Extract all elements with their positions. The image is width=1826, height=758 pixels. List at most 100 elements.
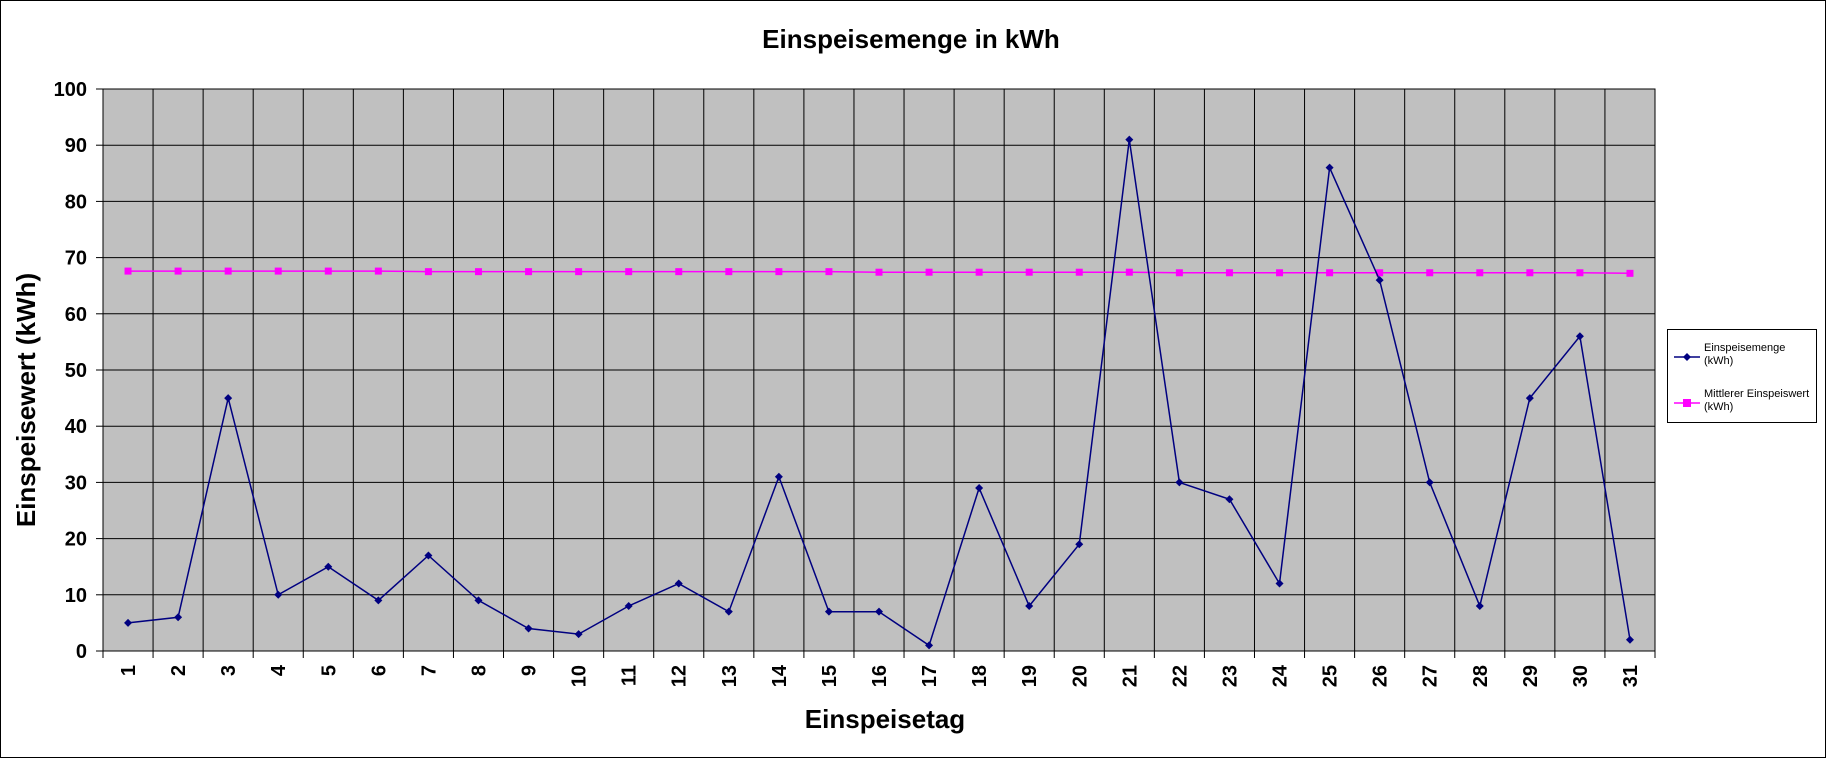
x-tick-label: 22	[1169, 665, 1191, 687]
data-point	[775, 268, 783, 276]
y-tick-label: 0	[76, 641, 87, 663]
y-tick-label: 40	[65, 416, 87, 438]
y-tick-label: 70	[65, 248, 87, 270]
data-point	[524, 624, 533, 633]
legend-item-einspeisemenge: Einspeisemenge (kWh)	[1672, 342, 1818, 374]
y-tick-label: 20	[65, 529, 87, 551]
x-tick-label: 2	[168, 665, 190, 676]
data-point	[324, 267, 332, 275]
data-point	[675, 268, 683, 276]
data-point	[374, 596, 383, 605]
x-tick-label: 15	[819, 665, 841, 687]
legend-swatch-diamond	[1674, 353, 1700, 361]
y-tick-label: 60	[65, 304, 87, 326]
data-point	[875, 607, 883, 616]
data-point	[1325, 163, 1334, 172]
x-tick-label: 6	[368, 665, 390, 676]
x-tick-label: 11	[619, 665, 641, 686]
data-point	[1075, 268, 1083, 276]
data-point	[624, 602, 633, 611]
y-tick-label: 50	[65, 360, 87, 382]
data-point	[274, 267, 282, 275]
x-tick-label: 21	[1119, 665, 1141, 687]
x-tick-label: 12	[669, 665, 691, 687]
x-tick-label: 14	[769, 664, 791, 687]
data-point	[925, 268, 933, 276]
x-tick-label: 8	[468, 665, 490, 676]
data-point	[1426, 269, 1434, 277]
x-tick-label: 17	[919, 665, 941, 687]
x-tick-label: 18	[969, 665, 991, 687]
x-tick-label: 31	[1620, 665, 1642, 687]
x-tick-label: 24	[1270, 664, 1292, 687]
data-point	[424, 268, 432, 276]
data-point	[174, 613, 183, 622]
data-point	[224, 394, 233, 403]
data-point	[725, 268, 733, 276]
data-point	[1625, 635, 1634, 644]
x-tick-label: 28	[1470, 665, 1492, 687]
x-tick-label: 1	[118, 665, 140, 676]
data-point	[224, 267, 232, 275]
data-point	[824, 607, 833, 616]
x-tick-label: 23	[1219, 665, 1241, 687]
data-point	[1375, 276, 1384, 285]
data-point	[925, 641, 934, 650]
data-point	[1475, 602, 1484, 611]
x-tick-label: 5	[318, 665, 340, 676]
data-point	[124, 618, 133, 627]
data-point	[1125, 268, 1133, 276]
x-tick-label: 26	[1370, 665, 1392, 687]
data-point	[474, 596, 483, 605]
x-tick-label: 16	[869, 665, 891, 687]
data-point	[324, 562, 333, 571]
data-point	[975, 484, 984, 493]
data-point	[1225, 269, 1233, 277]
x-tick-label: 19	[1019, 665, 1041, 687]
data-point	[1175, 269, 1183, 277]
data-point	[625, 268, 633, 276]
data-point	[1626, 269, 1634, 277]
data-point	[724, 607, 733, 616]
data-point	[875, 268, 883, 276]
data-point	[1326, 269, 1334, 277]
y-tick-label: 30	[65, 472, 87, 494]
data-point	[1025, 268, 1033, 276]
y-tick-label: 80	[65, 191, 87, 213]
data-point	[1525, 394, 1534, 403]
x-tick-label: 4	[268, 664, 290, 676]
x-tick-label: 7	[418, 665, 440, 676]
y-axis-title: Einspeisewert (kWh)	[11, 273, 41, 527]
data-point	[575, 268, 583, 276]
data-point	[1276, 269, 1284, 277]
x-axis-title: Einspeisetag	[805, 704, 965, 734]
y-tick-label: 90	[65, 135, 87, 157]
data-point	[774, 472, 783, 481]
data-point	[975, 268, 983, 276]
legend-label-einspeisemenge: Einspeisemenge (kWh)	[1704, 342, 1786, 367]
data-point	[174, 267, 182, 275]
data-point	[1025, 602, 1034, 611]
data-point	[424, 551, 433, 560]
x-tick-label: 25	[1320, 665, 1342, 687]
data-point	[374, 267, 382, 275]
data-point	[1425, 478, 1434, 487]
y-tick-label: 100	[54, 79, 87, 101]
series-0	[124, 135, 1634, 650]
legend-swatch-square	[1674, 399, 1700, 407]
y-tick-label: 10	[65, 585, 87, 607]
x-tick-label: 3	[218, 665, 240, 676]
data-point	[1476, 269, 1484, 277]
x-tick-label: 10	[569, 665, 591, 687]
x-tick-label: 29	[1520, 665, 1542, 687]
chart-title: Einspeisemenge in kWh	[762, 24, 1060, 54]
data-point	[1175, 478, 1184, 487]
legend-label-mittlerer-einspeiswert: Mittlerer Einspeiswert (kWh)	[1704, 388, 1810, 413]
data-point	[474, 268, 482, 276]
data-point	[1075, 540, 1084, 549]
data-point	[1575, 332, 1584, 341]
legend: Einspeisemenge (kWh) Mittlerer Einspeisw…	[1667, 329, 1817, 423]
data-point	[1526, 269, 1534, 277]
